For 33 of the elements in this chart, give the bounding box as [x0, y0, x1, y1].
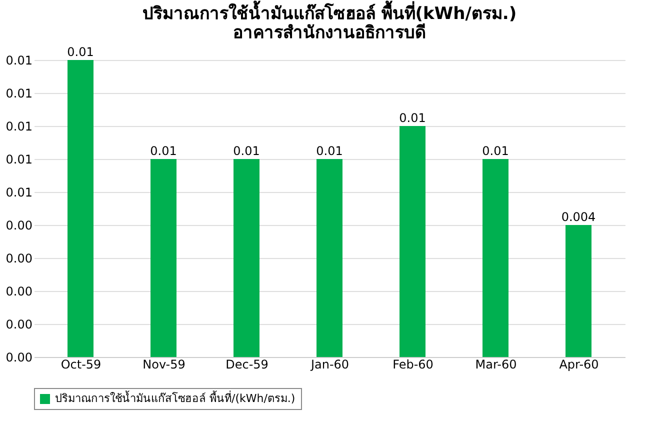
y-tick-label: 0.00	[6, 252, 32, 266]
data-label: 0.01	[67, 45, 94, 59]
bar	[566, 225, 592, 357]
y-tick-label: 0.01	[6, 120, 32, 134]
bar	[316, 159, 342, 357]
y-tick-label: 0.00	[6, 284, 32, 298]
x-tick-label: Mar-60	[475, 358, 517, 372]
y-tick-label: 0.01	[6, 54, 32, 68]
x-tick-label: Apr-60	[559, 358, 599, 372]
y-tick-label: 0.01	[6, 186, 32, 200]
bar	[400, 126, 426, 357]
data-label: 0.004	[561, 210, 596, 224]
x-tick-label: Oct-59	[60, 358, 102, 372]
data-label: 0.01	[482, 144, 509, 158]
y-tick-label: 0.00	[6, 218, 32, 232]
data-label: 0.01	[233, 144, 260, 158]
y-tick-label: 0.01	[6, 152, 32, 166]
y-tick-label: 0.01	[6, 86, 32, 100]
y-tick-label: 0.00	[6, 318, 32, 332]
legend-label: ปริมาณการใช้น้ำมันแก๊สโซฮอล์ พื้นที่/(kWh/ตรม.)	[55, 390, 296, 405]
data-label: 0.01	[316, 144, 343, 158]
bar	[150, 159, 176, 357]
chart-title: ปริมาณการใช้น้ำมันแก๊สโซฮอล์ พื้นที่(kWh/ตรม.) อาคารสำนักงานอธิการบดี	[142, 0, 517, 43]
x-tick-label: Dec-59	[226, 358, 268, 372]
bar	[234, 159, 260, 357]
x-tick-label: Nov-59	[142, 358, 186, 372]
x-tick-label: Feb-60	[392, 358, 434, 372]
bar	[68, 60, 94, 357]
x-tick-label: Jan-60	[310, 358, 350, 372]
y-tick-label: 0.00	[6, 350, 32, 364]
bar	[482, 159, 508, 357]
data-label: 0.01	[150, 144, 177, 158]
data-label: 0.01	[399, 111, 426, 125]
